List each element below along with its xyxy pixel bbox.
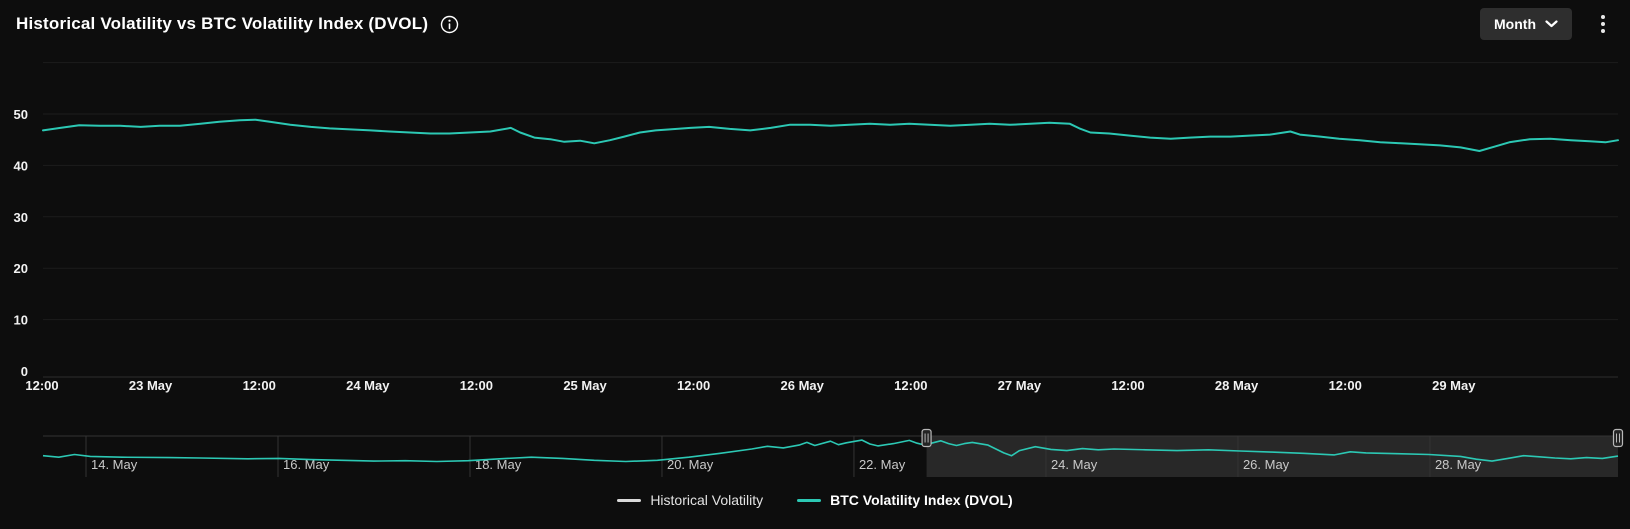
navigator-axis-label: 22. May xyxy=(859,457,906,472)
chart-title-text: Historical Volatility vs BTC Volatility … xyxy=(16,14,429,33)
navigator-selected-range[interactable] xyxy=(926,436,1618,477)
period-dropdown-button[interactable]: Month xyxy=(1480,8,1572,40)
navigator-handle-left[interactable] xyxy=(921,428,932,448)
header-actions: Month xyxy=(1480,8,1614,40)
chevron-down-icon xyxy=(1545,20,1558,28)
dvol-series-line xyxy=(42,118,1619,152)
x-axis-label: 24 May xyxy=(346,378,390,393)
legend-label: BTC Volatility Index (DVOL) xyxy=(830,492,1013,508)
navigator-axis-label: 18. May xyxy=(475,457,522,472)
x-axis-label: 29 May xyxy=(1432,378,1476,393)
x-axis-label: 12:00 xyxy=(460,378,493,393)
x-axis-label: 23 May xyxy=(129,378,173,393)
page-title: Historical Volatility vs BTC Volatility … xyxy=(16,14,459,34)
y-axis-label: 50 xyxy=(14,107,28,122)
x-axis-label: 27 May xyxy=(998,378,1042,393)
navigator-axis-label: 26. May xyxy=(1243,457,1290,472)
chart-legend: Historical Volatility BTC Volatility Ind… xyxy=(0,489,1630,511)
y-axis-label: 30 xyxy=(14,210,28,225)
navigator-handle-right[interactable] xyxy=(1612,428,1624,448)
x-axis-label: 12:00 xyxy=(25,378,58,393)
period-dropdown-label: Month xyxy=(1494,16,1536,32)
y-axis-label: 0 xyxy=(21,364,28,379)
legend-item-historical-volatility[interactable]: Historical Volatility xyxy=(617,492,763,508)
x-axis-label: 12:00 xyxy=(894,378,927,393)
y-axis-label: 20 xyxy=(14,261,28,276)
navigator-axis-label: 16. May xyxy=(283,457,330,472)
legend-item-dvol[interactable]: BTC Volatility Index (DVOL) xyxy=(797,492,1013,508)
info-icon[interactable] xyxy=(440,15,459,34)
navigator-axis-label: 24. May xyxy=(1051,457,1098,472)
chart-header: Historical Volatility vs BTC Volatility … xyxy=(0,0,1630,48)
x-axis-label: 12:00 xyxy=(1329,378,1362,393)
navigator-axis-label: 14. May xyxy=(91,457,138,472)
legend-dash-icon xyxy=(797,498,822,502)
x-axis-label: 28 May xyxy=(1215,378,1259,393)
navigator-axis-label: 28. May xyxy=(1435,457,1482,472)
x-axis-label: 12:00 xyxy=(1111,378,1144,393)
legend-dash-icon xyxy=(617,498,642,502)
x-axis-label: 26 May xyxy=(781,378,825,393)
x-axis-label: 12:00 xyxy=(243,378,276,393)
x-axis-label: 12:00 xyxy=(677,378,710,393)
y-axis-label: 40 xyxy=(14,158,28,173)
x-axis-label: 25 May xyxy=(563,378,607,393)
kebab-menu-icon[interactable] xyxy=(1592,8,1614,40)
navigator-axis-label: 20. May xyxy=(667,457,714,472)
y-axis-label: 10 xyxy=(14,313,28,328)
legend-label: Historical Volatility xyxy=(650,492,764,508)
